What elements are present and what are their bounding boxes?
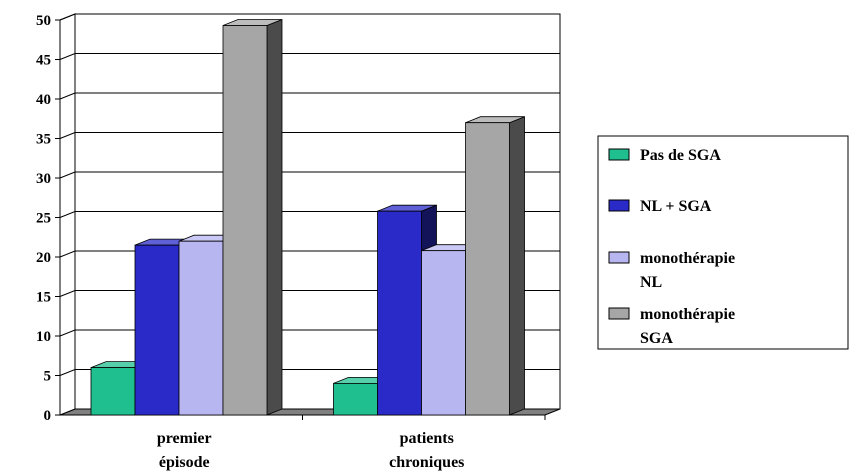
legend-swatch bbox=[608, 307, 630, 320]
legend-label: monothérapie bbox=[640, 306, 735, 323]
legend-item: NL + SGA bbox=[608, 198, 712, 215]
y-tick-label: 15 bbox=[36, 290, 51, 306]
x-category-label: épisode bbox=[159, 454, 210, 471]
gridline bbox=[59, 92, 560, 100]
legend-swatch bbox=[608, 148, 630, 161]
y-tick-label: 0 bbox=[44, 408, 52, 424]
legend-label: NL bbox=[640, 274, 662, 291]
y-tick-label: 30 bbox=[36, 171, 51, 187]
x-category-label: patients bbox=[400, 430, 454, 447]
gridline bbox=[59, 171, 560, 179]
legend-label: Pas de SGA bbox=[640, 147, 721, 164]
bar bbox=[222, 18, 283, 416]
y-tick-label: 35 bbox=[36, 132, 51, 148]
legend-item: monothérapie NL bbox=[608, 250, 735, 291]
legend-label: monothérapie bbox=[640, 250, 735, 267]
y-tick-label: 25 bbox=[36, 211, 51, 227]
legend-swatch bbox=[608, 199, 630, 212]
y-tick-label: 20 bbox=[36, 250, 51, 266]
legend-swatch bbox=[608, 251, 630, 264]
gridline bbox=[59, 132, 560, 139]
x-category-label: premier bbox=[157, 430, 212, 447]
legend-item: monothérapie SGA bbox=[608, 306, 735, 347]
legend-box bbox=[597, 135, 849, 350]
y-tick-label: 40 bbox=[36, 92, 51, 108]
x-category-label: chroniques bbox=[389, 454, 464, 471]
gridline bbox=[59, 13, 560, 21]
legend-item: Pas de SGA bbox=[608, 147, 721, 164]
legend-label: NL + SGA bbox=[640, 198, 712, 215]
gridline bbox=[59, 53, 560, 60]
x-axis-categories: premier épisode patients chroniques bbox=[157, 430, 465, 471]
legend-label: SGA bbox=[640, 330, 673, 347]
y-tick-label: 5 bbox=[44, 369, 52, 385]
y-tick-label: 45 bbox=[36, 53, 51, 69]
bars bbox=[90, 18, 525, 416]
y-axis-ticks: 0 5 10 15 20 25 30 35 40 45 50 bbox=[36, 13, 51, 424]
y-tick-label: 10 bbox=[36, 329, 51, 345]
bar bbox=[465, 116, 525, 416]
y-tick-label: 50 bbox=[36, 13, 51, 29]
